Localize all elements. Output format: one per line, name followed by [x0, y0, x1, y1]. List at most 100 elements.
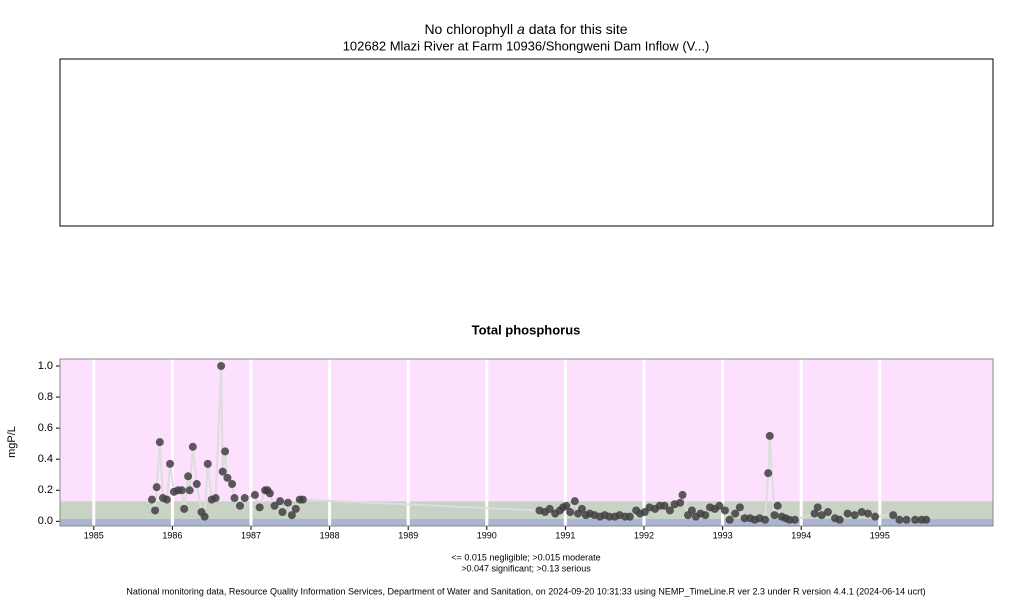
point — [298, 495, 307, 504]
point — [889, 511, 898, 520]
empty-panel — [59, 58, 994, 227]
plot-frame — [59, 358, 994, 527]
point — [731, 509, 740, 518]
point — [152, 483, 161, 492]
y-tick-label: 1.0 — [38, 360, 53, 372]
x-tick-label: 1986 — [162, 530, 182, 540]
point — [735, 503, 744, 512]
point — [770, 511, 779, 520]
point — [864, 509, 873, 518]
subtitle: 102682 Mlazi River at Farm 10936/Shongwe… — [343, 38, 710, 53]
point — [203, 459, 212, 468]
point — [785, 515, 794, 524]
x-tick-label: 1988 — [320, 530, 340, 540]
point — [166, 459, 175, 468]
point — [765, 431, 774, 440]
point — [850, 511, 859, 520]
point — [911, 515, 920, 524]
point — [200, 512, 209, 521]
title-part: a — [517, 21, 525, 37]
band — [60, 359, 993, 502]
band — [60, 519, 993, 526]
band — [60, 514, 993, 520]
y-tick-label: 0.6 — [38, 422, 53, 434]
point — [283, 498, 292, 507]
y-tick-label: 0.2 — [38, 484, 53, 496]
y-tick-label: 0.0 — [38, 515, 53, 527]
point — [188, 442, 197, 451]
point — [235, 501, 244, 510]
x-tick-label: 1989 — [398, 530, 418, 540]
point — [545, 504, 554, 513]
title-part: data for this site — [529, 21, 628, 37]
point — [570, 497, 579, 506]
point — [230, 494, 239, 503]
x-tick-label: 1987 — [241, 530, 261, 540]
point — [773, 501, 782, 510]
point — [566, 508, 575, 517]
point — [577, 504, 586, 513]
point — [218, 467, 227, 476]
point — [687, 506, 696, 515]
y-axis-label: mgP/L — [6, 426, 18, 458]
x-tick-label: 1991 — [555, 530, 575, 540]
chart-title: Total phosphorus — [472, 322, 581, 337]
point — [857, 508, 866, 517]
point — [211, 494, 220, 503]
top-title: No chlorophyll a data for this site — [424, 21, 627, 37]
point — [823, 508, 832, 517]
point — [162, 495, 171, 504]
point — [605, 512, 614, 521]
point — [147, 495, 156, 504]
point — [676, 498, 685, 507]
point — [180, 504, 189, 513]
point — [764, 469, 773, 478]
footer: National monitoring data, Resource Quali… — [126, 586, 925, 596]
point — [185, 486, 194, 495]
x-tick-label: 1994 — [791, 530, 811, 540]
point — [922, 515, 931, 524]
note: <= 0.015 negligible; >0.015 moderate — [451, 552, 600, 562]
point — [843, 509, 852, 518]
point — [155, 438, 164, 447]
point — [810, 509, 819, 518]
x-tick-label: 1992 — [634, 530, 654, 540]
point — [562, 501, 571, 510]
point — [835, 515, 844, 524]
point — [270, 501, 279, 510]
title-part: No chlorophyll — [424, 21, 513, 37]
point — [895, 515, 904, 524]
point — [151, 506, 160, 515]
point — [625, 512, 634, 521]
point — [902, 515, 911, 524]
point — [720, 506, 729, 515]
x-tick-label: 1993 — [713, 530, 733, 540]
x-tick-label: 1985 — [84, 530, 104, 540]
note: >0.047 significant; >0.13 serious — [461, 563, 591, 573]
point — [250, 490, 259, 499]
point — [813, 503, 822, 512]
point — [221, 447, 230, 456]
point — [287, 511, 296, 520]
point — [701, 511, 710, 520]
point — [223, 473, 232, 482]
point — [665, 506, 674, 515]
point — [217, 361, 226, 370]
y-tick-label: 0.4 — [38, 453, 53, 465]
x-tick-label: 1995 — [870, 530, 890, 540]
point — [871, 512, 880, 521]
point — [725, 515, 734, 524]
point — [255, 503, 264, 512]
point — [278, 508, 287, 517]
point — [790, 515, 799, 524]
point — [184, 472, 193, 481]
point — [228, 480, 237, 489]
point — [177, 486, 186, 495]
point — [817, 511, 826, 520]
point — [740, 514, 749, 523]
point — [291, 504, 300, 513]
point — [265, 489, 274, 498]
point — [761, 515, 770, 524]
plot: 1985 1986 1987 1988 1989 1990 1991 1992 1993 1994… — [38, 358, 994, 540]
